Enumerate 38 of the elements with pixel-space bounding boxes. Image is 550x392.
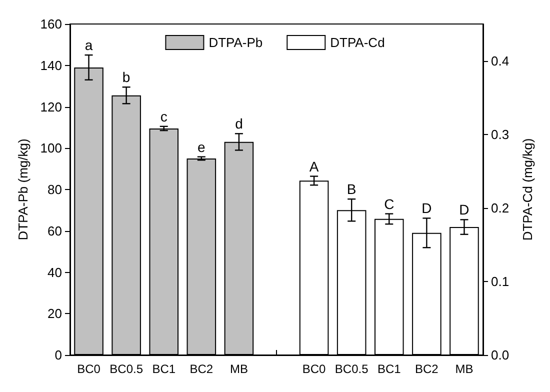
- x-tick-label: BC0.5: [110, 362, 144, 376]
- y-tick-label: 160: [40, 16, 62, 32]
- x-tick-label: MB: [230, 362, 248, 376]
- data-label: d: [235, 116, 243, 132]
- data-label: B: [346, 181, 356, 198]
- data-label: D: [459, 202, 470, 218]
- y2-tick-label: 0.2: [491, 200, 510, 216]
- data-label: a: [84, 37, 93, 54]
- x-tick-label: BC0: [77, 362, 101, 376]
- x-tick-label: BC0: [302, 362, 326, 376]
- data-label: e: [198, 138, 206, 155]
- y-tick-label: 20: [48, 306, 62, 322]
- y2-axis-title: DTPA-Cd (mg/kg): [520, 138, 535, 241]
- y2-tick-label: 0.3: [491, 126, 510, 142]
- data-label: A: [309, 158, 320, 174]
- y-tick-label: 120: [40, 99, 62, 114]
- y-tick-label: 40: [48, 264, 62, 280]
- legend-label: DTPA-Cd: [330, 35, 385, 50]
- y-tick-label: 0: [54, 348, 62, 362]
- data-label: C: [384, 196, 394, 212]
- y-tick-label: 80: [48, 182, 62, 197]
- y-tick-label: 60: [48, 223, 62, 238]
- y2-tick-label: 0.4: [491, 53, 510, 68]
- y-axis-title: DTPA-Pb (mg/kg): [15, 138, 30, 240]
- y2-tick-label: 0.0: [491, 348, 510, 362]
- y-tick-label: 100: [40, 140, 62, 156]
- x-tick-label: BC0.5: [334, 362, 369, 376]
- y2-tick-label: 0.1: [491, 274, 510, 289]
- x-tick-label: MB: [455, 362, 474, 376]
- x-tick-label: BC2: [415, 362, 439, 376]
- x-tick-label: BC1: [152, 362, 176, 376]
- y-tick-label: 140: [40, 58, 62, 73]
- x-tick-label: BC1: [377, 362, 402, 376]
- data-label: b: [122, 69, 130, 86]
- x-tick-label: BC2: [190, 362, 214, 376]
- data-label: D: [422, 200, 432, 216]
- legend-label: DTPA-Pb: [208, 35, 263, 50]
- data-label: c: [160, 108, 168, 124]
